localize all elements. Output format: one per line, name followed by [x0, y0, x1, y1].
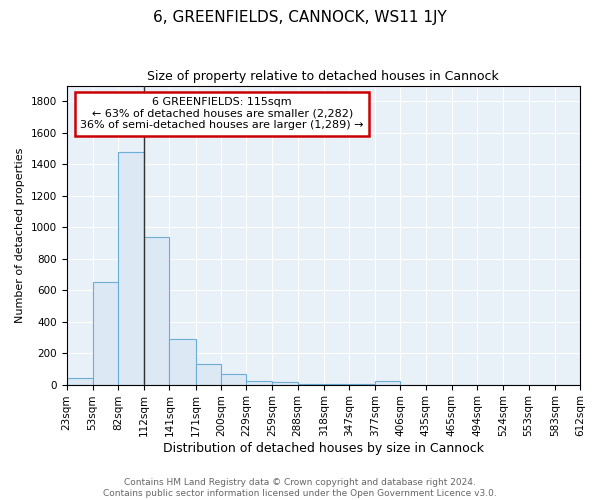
Bar — [272, 382, 298, 384]
Bar — [169, 339, 196, 384]
Title: Size of property relative to detached houses in Cannock: Size of property relative to detached ho… — [148, 70, 499, 83]
Text: 6, GREENFIELDS, CANNOCK, WS11 1JY: 6, GREENFIELDS, CANNOCK, WS11 1JY — [153, 10, 447, 25]
Bar — [246, 380, 272, 384]
Bar — [144, 236, 169, 384]
Text: 6 GREENFIELDS: 115sqm
← 63% of detached houses are smaller (2,282)
36% of semi-d: 6 GREENFIELDS: 115sqm ← 63% of detached … — [80, 98, 364, 130]
Bar — [221, 374, 246, 384]
Bar — [196, 364, 221, 384]
Y-axis label: Number of detached properties: Number of detached properties — [15, 148, 25, 323]
Bar — [375, 382, 400, 384]
Bar — [118, 152, 144, 384]
Text: Contains HM Land Registry data © Crown copyright and database right 2024.
Contai: Contains HM Land Registry data © Crown c… — [103, 478, 497, 498]
Bar — [92, 282, 118, 384]
Bar — [67, 378, 92, 384]
X-axis label: Distribution of detached houses by size in Cannock: Distribution of detached houses by size … — [163, 442, 484, 455]
